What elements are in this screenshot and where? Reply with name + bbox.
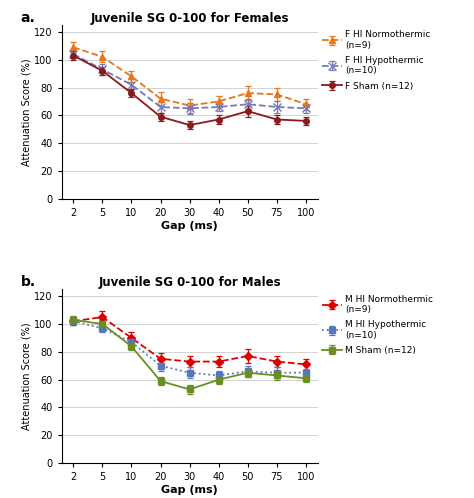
Y-axis label: Attenuation Score (%): Attenuation Score (%) (21, 58, 31, 166)
X-axis label: Gap (ms): Gap (ms) (161, 485, 218, 495)
Legend: F HI Normothermic
(n=9), F HI Hypothermic
(n=10), F Sham (n=12): F HI Normothermic (n=9), F HI Hypothermi… (320, 28, 433, 93)
Y-axis label: Attenuation Score (%): Attenuation Score (%) (21, 322, 31, 430)
Text: b.: b. (21, 275, 36, 289)
Title: Juvenile SG 0-100 for Females: Juvenile SG 0-100 for Females (91, 12, 289, 25)
Title: Juvenile SG 0-100 for Males: Juvenile SG 0-100 for Males (98, 276, 281, 289)
Text: a.: a. (21, 11, 36, 25)
Legend: M HI Normothermic
(n=9), M HI Hypothermic
(n=10), M Sham (n=12): M HI Normothermic (n=9), M HI Hypothermi… (320, 293, 435, 357)
X-axis label: Gap (ms): Gap (ms) (161, 221, 218, 231)
